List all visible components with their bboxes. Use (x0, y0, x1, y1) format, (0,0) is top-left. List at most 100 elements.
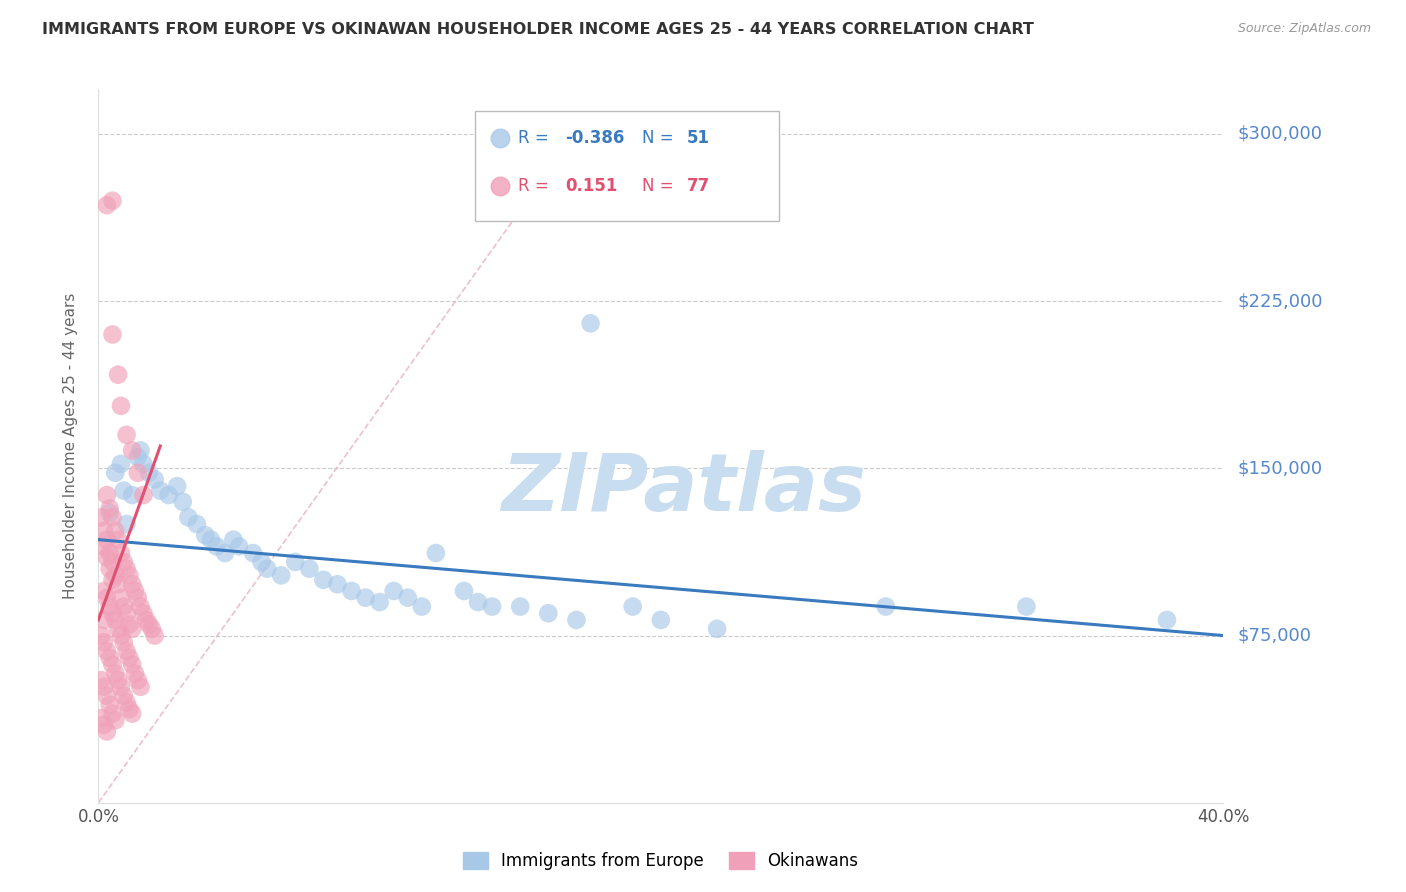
Point (104, 714, 127, 728)
Text: R =: R = (517, 128, 554, 146)
Point (129, 680, 152, 694)
Point (222, 533, 245, 547)
Point (93, 635, 115, 649)
Point (340, 583, 363, 598)
Point (228, 539, 250, 553)
Point (101, 657, 124, 672)
Point (368, 595, 391, 609)
Point (118, 568, 141, 582)
Point (98, 506, 121, 520)
Point (121, 488, 143, 502)
Point (101, 555, 124, 569)
Point (96, 724, 118, 739)
Point (115, 607, 138, 621)
Point (141, 622, 163, 636)
Point (143, 628, 166, 642)
Text: N =: N = (641, 177, 679, 194)
Point (110, 628, 132, 642)
Point (93, 717, 115, 731)
Point (118, 702, 141, 716)
Text: $300,000: $300,000 (1237, 125, 1322, 143)
Point (93, 680, 115, 694)
Point (115, 696, 138, 710)
Point (121, 657, 143, 672)
Point (256, 562, 278, 576)
Point (138, 466, 160, 480)
Point (110, 399, 132, 413)
Point (425, 546, 447, 560)
Point (101, 573, 124, 587)
Point (104, 568, 127, 582)
Point (312, 573, 335, 587)
Point (650, 613, 672, 627)
Point (214, 546, 236, 560)
Point (112, 483, 135, 498)
Point (354, 591, 377, 605)
Point (121, 622, 143, 636)
Point (186, 517, 208, 532)
Point (101, 607, 124, 621)
Point (96, 550, 118, 565)
Point (101, 327, 124, 342)
Point (121, 577, 143, 591)
Point (326, 577, 349, 591)
Point (194, 528, 217, 542)
Point (93, 524, 115, 538)
Point (166, 479, 188, 493)
Point (107, 533, 129, 547)
Point (579, 316, 602, 330)
Text: R =: R = (517, 177, 554, 194)
Point (96, 198, 118, 212)
Point (98, 651, 121, 665)
Point (96, 488, 118, 502)
Point (90, 628, 112, 642)
Text: IMMIGRANTS FROM EUROPE VS OKINAWAN HOUSEHOLDER INCOME AGES 25 - 44 YEARS CORRELA: IMMIGRANTS FROM EUROPE VS OKINAWAN HOUSE… (42, 22, 1033, 37)
Text: $150,000: $150,000 (1237, 459, 1323, 477)
Point (112, 689, 135, 703)
Point (96, 644, 118, 658)
Point (107, 368, 129, 382)
Point (110, 591, 132, 605)
Point (621, 599, 644, 614)
Point (467, 595, 489, 609)
Point (177, 510, 200, 524)
Point (1091, 796, 1114, 810)
Point (1015, 599, 1038, 614)
Point (138, 617, 160, 632)
Point (382, 583, 405, 598)
Point (127, 673, 149, 687)
FancyBboxPatch shape (475, 111, 779, 221)
Point (200, 533, 222, 547)
Point (98, 562, 121, 576)
Text: N =: N = (641, 128, 679, 146)
Point (284, 555, 307, 569)
Point (537, 607, 560, 621)
Point (127, 450, 149, 464)
Point (96, 533, 118, 547)
Point (121, 443, 143, 458)
Point (115, 517, 138, 532)
Point (1091, 796, 1114, 810)
Point (1156, 613, 1178, 627)
Point (98, 599, 121, 614)
Point (93, 613, 115, 627)
Point (104, 666, 127, 681)
Point (115, 644, 138, 658)
Point (101, 510, 124, 524)
Point (90, 673, 112, 687)
Point (875, 599, 897, 614)
Y-axis label: Householder Income Ages 25 - 44 years: Householder Income Ages 25 - 44 years (63, 293, 77, 599)
Point (270, 568, 292, 582)
Point (143, 473, 166, 487)
Point (96, 591, 118, 605)
Point (93, 539, 115, 553)
Text: $225,000: $225,000 (1237, 292, 1323, 310)
Point (250, 555, 273, 569)
Point (205, 539, 228, 553)
Point (157, 488, 180, 502)
Text: 77: 77 (686, 177, 710, 194)
Point (110, 546, 132, 560)
Point (118, 617, 141, 632)
Point (101, 194, 124, 208)
Point (706, 622, 728, 636)
